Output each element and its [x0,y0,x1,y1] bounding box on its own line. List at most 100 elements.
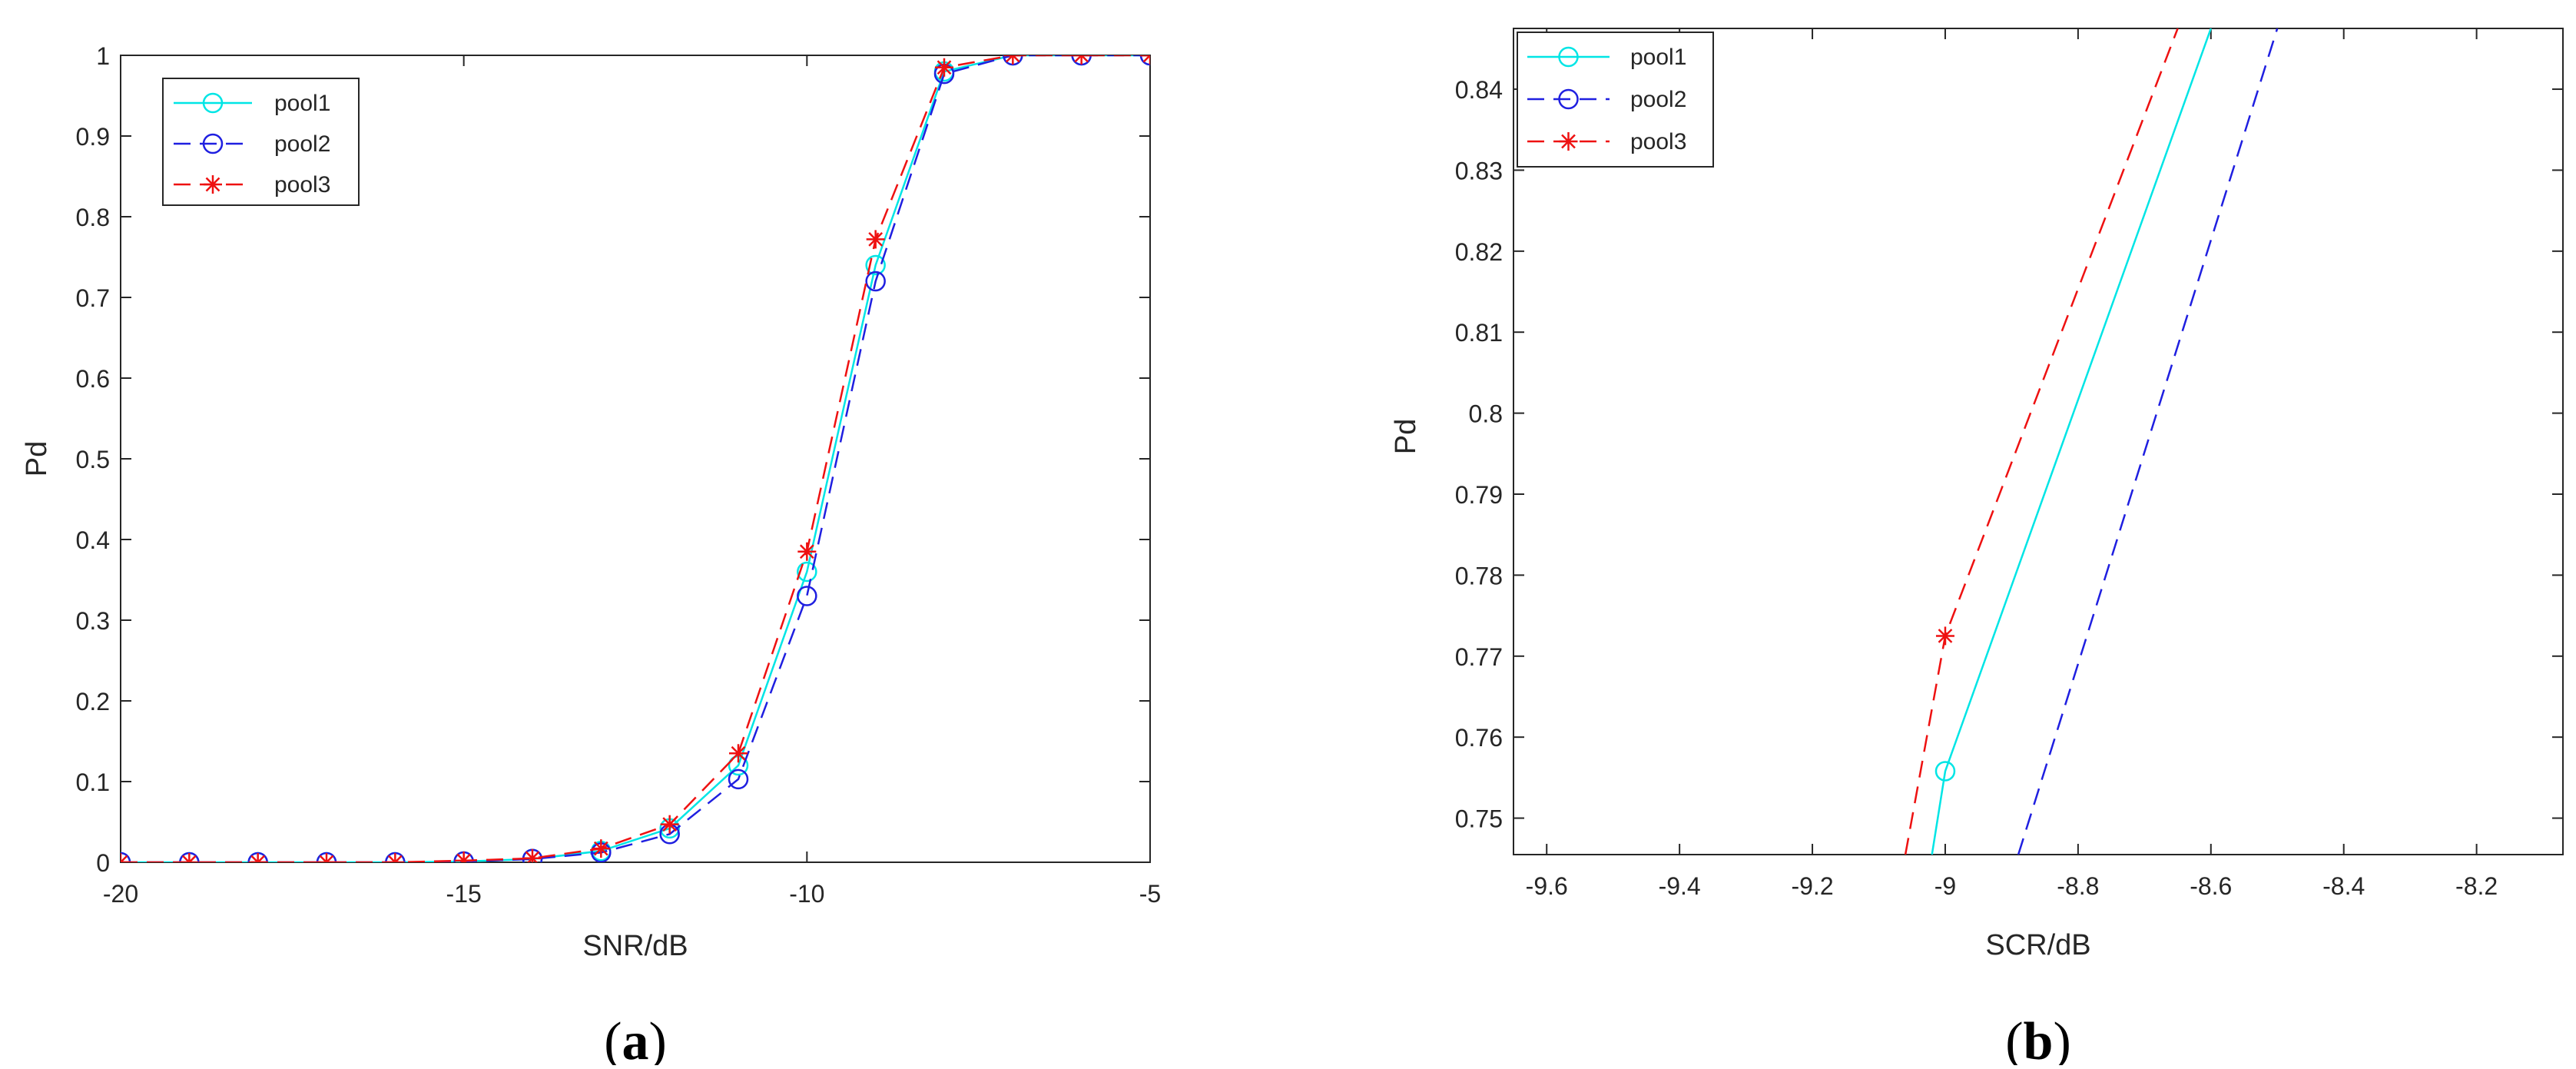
x-ticks-a: -20 -15 -10 -5 [103,55,1161,908]
series-marker-pool3-stroke [731,745,746,761]
legend-b: pool1 pool2 pool3 [1517,32,1714,168]
legend-label-pool1: pool1 [274,91,330,116]
series-marker-pool3 [317,853,336,862]
x-axis-label-a: SNR/dB [582,930,688,962]
panel-letter-b: b [2024,1012,2054,1065]
series-marker-pool3 [866,230,885,249]
series-marker-pool3-stroke [799,544,814,559]
x-tick-label: -8.6 [2190,872,2232,900]
chart-a: 00.10.20.30.40.50.60.70.80.91 -20 -15 -10-… [21,42,1161,1069]
series-marker-pool3 [1935,626,1954,646]
series-marker-pool3-stroke [460,853,472,862]
series-marker-pool3 [248,853,267,862]
legend-box-b [1517,32,1714,168]
y-tick-label: 0.81 [1455,319,1503,347]
legend-box-a [162,78,360,206]
series-marker-pool2 [728,769,749,790]
series-marker-pool1 [865,254,886,276]
x-tick-label: -15 [446,880,482,908]
x-tick-label: -9.4 [1659,872,1701,900]
series-marker-pool3-stroke [319,855,328,862]
legend-a: pool1 pool2 pool3 [162,78,360,206]
panel-label-a: (a) [604,1012,667,1065]
series-marker-pool3 [121,853,130,862]
legend-marker-pool3 [204,175,222,194]
series-marker-pool1 [797,561,817,583]
y-tick-label: 0.84 [1455,76,1503,104]
series-marker-pool1 [1934,761,1956,782]
series-marker-pool3-stroke [256,855,266,862]
panel-label-b: (b) [2005,1012,2071,1065]
legend-label-pool3: pool3 [274,172,330,198]
series-line-pool2 [121,55,1150,862]
series-marker-pool3 [729,744,748,763]
y-tick-label: 0.8 [1469,400,1503,428]
legend-marker-pool3-stroke [205,177,220,192]
series-marker-pool3 [660,815,679,834]
series-marker-pool3 [386,853,405,862]
x-tick-label: -8.4 [2322,872,2365,900]
series-marker-pool3-stroke [593,841,608,856]
series-marker-pool3-stroke [526,851,540,862]
series-marker-pool3 [180,853,199,862]
y-tick-label: 0.5 [76,446,110,473]
x-ticks-b: -9.6 -9.4 -9.2 -9 -8.8 -8.6 -8.4 -8.2 [1526,28,2498,900]
series-marker-pool3-stroke [662,817,678,832]
y-ticks-b: 0.75 0.76 0.77 0.78 0.79 0.8 0.81 0.82 0.83 0.84 [1455,76,2563,833]
series-marker-pool3 [1003,55,1023,65]
x-tick-label: -8.2 [2455,872,2498,900]
series-marker-pool3-stroke [1079,55,1089,63]
y-tick-label: 0.2 [76,688,110,715]
x-tick-label: -20 [103,880,138,908]
y-tick-label: 0.78 [1455,562,1503,589]
series-marker-pool3-stroke [937,60,952,75]
series-group-a [121,55,1150,862]
y-tick-label: 0.79 [1455,481,1503,509]
series-marker-pool3-stroke [387,855,397,862]
series-group-b [1904,28,2279,855]
series-marker-pool3-stroke [393,855,403,862]
series-marker-pool3 [935,58,953,77]
legend-marker-pool1 [202,92,224,114]
legend-label-pool2: pool2 [1630,87,1686,112]
series-marker-pool3 [1141,55,1150,65]
legend-marker-pool3-stroke [1561,134,1576,149]
y-tick-label: 1 [96,42,110,70]
panel-letter-a: a [622,1012,649,1065]
series-marker-pool3-stroke [1938,629,1953,643]
y-tick-label: 0.75 [1455,805,1503,833]
series-marker-pool3-stroke [187,855,197,862]
y-tick-label: 0.7 [76,284,110,312]
legend-label-pool3: pool3 [1630,129,1686,154]
series-marker-pool3-stroke [1011,55,1020,63]
series-marker-pool3 [592,839,611,858]
legend-marker-pool1 [1558,46,1579,68]
y-axis-label-a: Pd [21,441,53,476]
y-tick-label: 0.9 [76,123,110,151]
series-line-pool1 [1931,28,2212,855]
series-marker-pool3 [1072,55,1091,65]
series-marker-pool3-stroke [1005,55,1015,63]
y-ticks-a: 0 0.1 0.2 0.3 0.4 0.5 0.6 0.7 0.8 0.9 1 [76,42,1150,877]
x-tick-label: -9.2 [1791,872,1833,900]
series-marker-pool3-stroke [250,855,260,862]
series-line-pool1 [121,55,1150,862]
series-marker-pool3 [797,542,817,561]
series-marker-pool3-stroke [1074,55,1083,63]
legend-marker-pool2 [1558,88,1579,110]
y-tick-label: 0.83 [1455,157,1503,184]
series-line-pool2 [2017,28,2279,855]
series-marker-pool3 [523,848,542,862]
y-tick-label: 0.4 [76,526,110,554]
legend-label-pool2: pool2 [274,131,330,157]
x-tick-label: -9.6 [1526,872,1568,900]
x-tick-label: -5 [1139,880,1161,908]
series-marker-pool3-stroke [325,855,334,862]
legend-marker-pool2 [202,133,224,154]
series-marker-pool3-stroke [868,232,884,247]
series-marker-pool2 [797,586,817,606]
series-marker-pool3 [454,851,473,862]
legend-marker-pool3 [1559,132,1578,151]
y-axis-label-b: Pd [1390,419,1422,454]
